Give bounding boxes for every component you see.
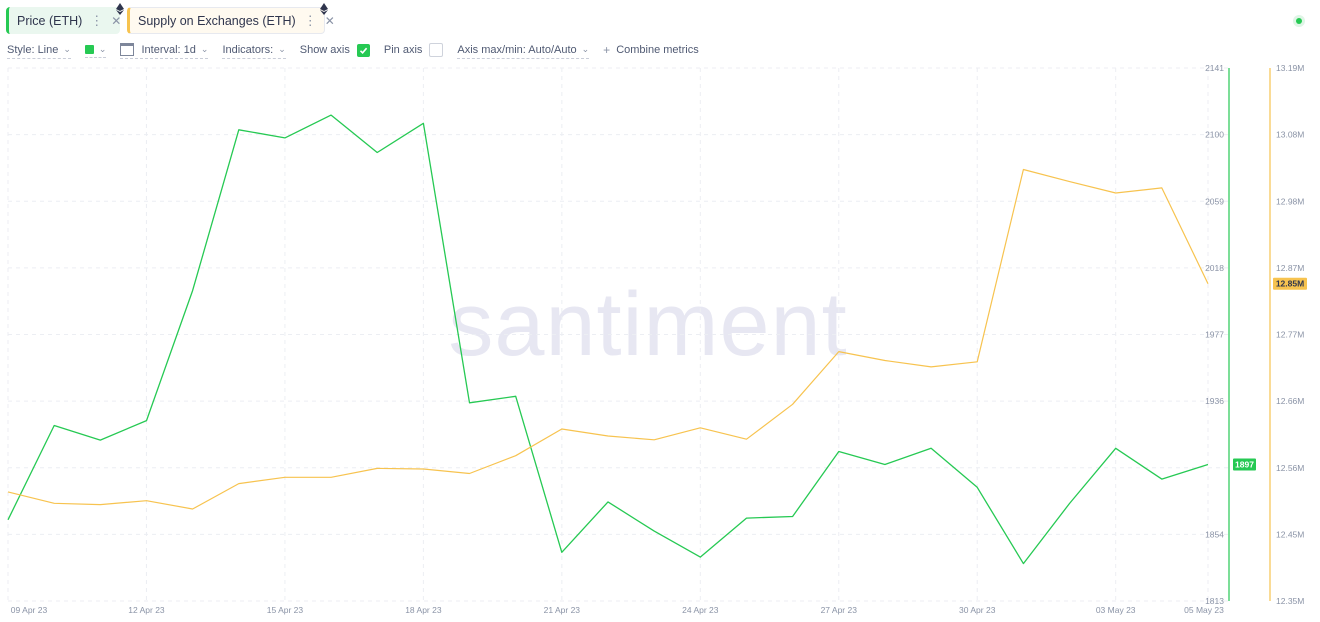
style-selector[interactable]: Style: Line ⌄ — [7, 44, 71, 59]
y-left-tick-label: 2141 — [1205, 63, 1224, 73]
metric-tab-supply[interactable]: Supply on Exchanges (ETH) ⋮ ✕ — [127, 7, 335, 34]
style-label: Style: Line — [7, 43, 59, 56]
interval-label: Interval: 1d — [141, 43, 196, 56]
metric-menu-icon[interactable]: ⋮ — [90, 12, 104, 28]
chevron-down-icon: ⌄ — [581, 44, 590, 54]
chart-grid — [7, 67, 1229, 602]
x-tick-label: 09 Apr 23 — [11, 605, 48, 615]
y-left-tick-label: 1936 — [1205, 396, 1224, 406]
show-axis-toggle[interactable]: Show axis — [299, 43, 370, 59]
y-left-tick-label: 1854 — [1205, 529, 1224, 539]
y-right-tick-label: 12.98M — [1276, 196, 1304, 206]
y-left-tick-label: 1813 — [1205, 596, 1224, 606]
pin-axis-label: Pin axis — [383, 44, 423, 56]
x-tick-label: 24 Apr 23 — [682, 605, 719, 615]
x-tick-label: 18 Apr 23 — [405, 605, 442, 615]
live-status-indicator — [1293, 15, 1305, 27]
y-right-tick-label: 13.08M — [1276, 130, 1304, 140]
ethereum-icon — [320, 3, 328, 15]
price-last-value-badge — [1233, 458, 1256, 471]
indicators-selector[interactable]: Indicators: ⌄ — [222, 43, 286, 59]
chart-series — [7, 114, 1209, 565]
y-right-tick-label: 12.66M — [1276, 396, 1304, 406]
show-axis-label: Show axis — [299, 44, 350, 56]
y-right-tick-label: 12.77M — [1276, 330, 1304, 340]
price-last-value-label: 1897 — [1235, 460, 1254, 470]
close-icon[interactable]: ✕ — [324, 13, 335, 28]
interval-selector[interactable]: Interval: 1d ⌄ — [120, 43, 209, 59]
calendar-icon — [120, 43, 135, 56]
santiment-watermark: santiment — [448, 275, 847, 375]
plus-icon: + — [603, 43, 611, 57]
supply-last-value-badge — [1273, 277, 1307, 290]
y-left-tick-label: 2059 — [1205, 196, 1224, 206]
pin-axis-toggle[interactable]: Pin axis — [384, 43, 444, 59]
checkmark-icon — [359, 47, 368, 54]
combine-metrics-button[interactable]: + Combine metrics — [603, 43, 699, 59]
y-right-tick-label: 12.87M — [1276, 263, 1304, 273]
color-selector[interactable]: ⌄ — [84, 44, 107, 58]
x-tick-label: 27 Apr 23 — [821, 605, 858, 615]
axis-mode-selector[interactable]: Axis max/min: Auto/Auto ⌄ — [457, 43, 590, 59]
metric-menu-icon[interactable]: ⋮ — [303, 12, 317, 28]
chart-toolbar: Style: Line ⌄ ⌄ Interval: 1d ⌄ Indicators:… — [7, 42, 713, 60]
axis-mode-label: Axis max/min: Auto/Auto — [457, 43, 577, 56]
combine-metrics-label: Combine metrics — [616, 44, 699, 56]
y-right-tick-label: 12.35M — [1276, 596, 1304, 606]
x-tick-label: 15 Apr 23 — [267, 605, 304, 615]
x-tick-label: 05 May 23 — [1184, 605, 1224, 615]
y-left-tick-label: 2018 — [1205, 263, 1224, 273]
supply-last-value-label: 12.85M — [1276, 279, 1304, 289]
x-tick-label: 30 Apr 23 — [959, 605, 996, 615]
ethereum-icon — [116, 3, 124, 15]
x-tick-label: 21 Apr 23 — [544, 605, 581, 615]
series-line-price — [7, 114, 1209, 565]
x-tick-label: 12 Apr 23 — [128, 605, 165, 615]
y-right-tick-label: 13.19M — [1276, 63, 1304, 73]
metric-tab-price-label: Price (ETH) — [17, 13, 83, 28]
chevron-down-icon: ⌄ — [278, 44, 286, 54]
show-axis-checkbox[interactable] — [356, 43, 370, 57]
pin-axis-checkbox[interactable] — [429, 43, 444, 57]
close-icon[interactable]: ✕ — [111, 13, 122, 28]
y-left-tick-label: 2100 — [1205, 130, 1224, 140]
color-swatch — [84, 45, 94, 54]
series-line-supply — [7, 168, 1209, 510]
indicators-label: Indicators: — [222, 43, 274, 56]
metric-tab-supply-label: Supply on Exchanges (ETH) — [138, 13, 296, 28]
chevron-down-icon: ⌄ — [98, 44, 107, 54]
x-tick-label: 03 May 23 — [1096, 605, 1136, 615]
y-right-tick-label: 12.45M — [1276, 529, 1304, 539]
y-right-tick-label: 12.56M — [1276, 463, 1304, 473]
y-left-tick-label: 1977 — [1205, 330, 1224, 340]
chevron-down-icon: ⌄ — [200, 44, 209, 54]
chevron-down-icon: ⌄ — [63, 44, 71, 54]
metric-tab-price[interactable]: Price (ETH) ⋮ ✕ — [6, 7, 122, 34]
chart-axes: 09 Apr 23 12 Apr 23 15 Apr 23 18 Apr 23 21 A… — [11, 63, 1307, 615]
